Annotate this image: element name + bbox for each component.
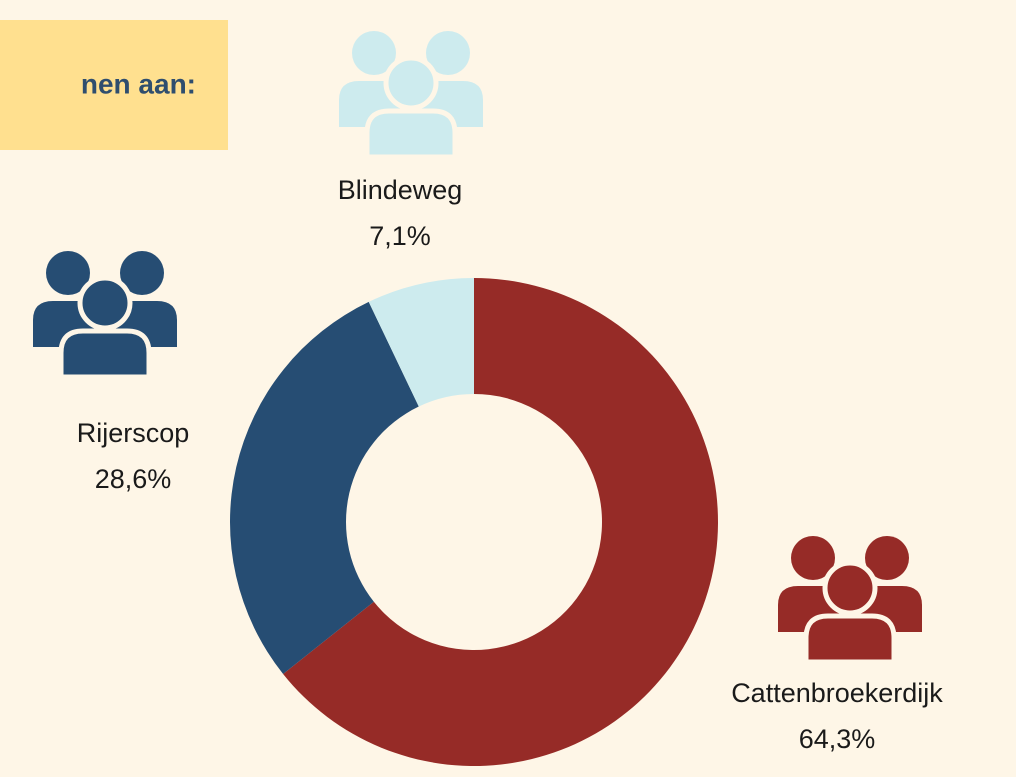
icon-head bbox=[352, 31, 396, 75]
people-icon bbox=[778, 536, 922, 665]
icon-head bbox=[120, 251, 164, 295]
people-icon bbox=[33, 251, 177, 380]
donut-slice bbox=[283, 278, 718, 766]
icon-head bbox=[791, 536, 835, 580]
icon-body bbox=[58, 328, 152, 380]
slice-label: Rijerscop bbox=[77, 418, 190, 448]
chart-title: nen aan: bbox=[81, 68, 196, 99]
slice-label: Cattenbroekerdijk bbox=[731, 678, 943, 708]
slice-value-label: 28,6% bbox=[95, 464, 172, 494]
slice-value-label: 64,3% bbox=[799, 724, 876, 754]
slice-value-label: 7,1% bbox=[369, 221, 431, 251]
icon-body bbox=[364, 108, 458, 160]
icon-head bbox=[865, 536, 909, 580]
icon-head bbox=[822, 560, 878, 616]
donut-slice bbox=[368, 278, 474, 407]
icon-head bbox=[426, 31, 470, 75]
icon-head bbox=[77, 275, 133, 331]
icon-head bbox=[383, 55, 439, 111]
icon-head bbox=[46, 251, 90, 295]
people-icon bbox=[339, 31, 483, 160]
slice-label: Blindeweg bbox=[338, 175, 463, 205]
title-box bbox=[0, 20, 228, 150]
donut-slice bbox=[229, 301, 419, 674]
icon-body bbox=[803, 613, 897, 665]
